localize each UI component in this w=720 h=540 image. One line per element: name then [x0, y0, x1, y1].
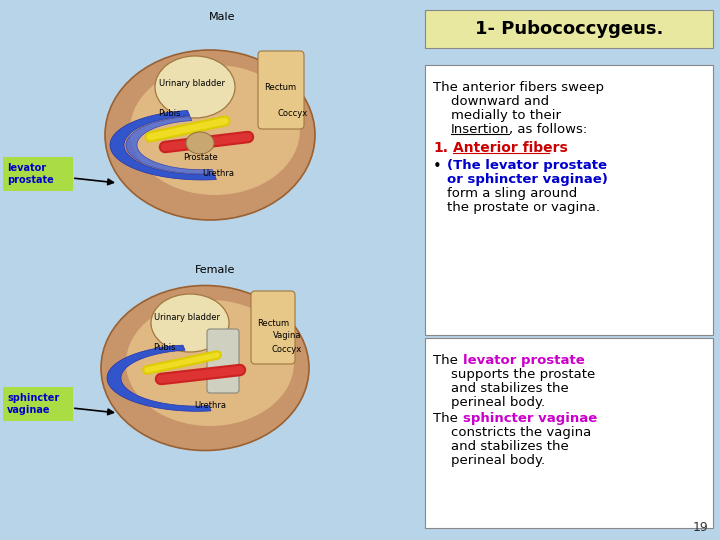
Text: The: The [433, 354, 462, 367]
Text: levator prostate: levator prostate [463, 354, 585, 367]
Ellipse shape [126, 300, 294, 426]
Text: •: • [433, 159, 442, 174]
Text: and stabilizes the: and stabilizes the [451, 382, 569, 395]
Text: Insertion: Insertion [451, 123, 510, 136]
Polygon shape [110, 111, 217, 180]
Ellipse shape [130, 65, 300, 195]
Ellipse shape [105, 50, 315, 220]
Text: Female: Female [195, 265, 235, 275]
Text: Urinary bladder: Urinary bladder [154, 314, 220, 322]
Text: Urethra: Urethra [194, 402, 226, 410]
Ellipse shape [151, 294, 229, 352]
Text: constricts the vagina: constricts the vagina [451, 426, 591, 439]
Text: Rectum: Rectum [264, 83, 296, 91]
Text: medially to their: medially to their [451, 109, 561, 122]
Text: (The levator prostate: (The levator prostate [447, 159, 607, 172]
Text: 1- Pubococcygeus.: 1- Pubococcygeus. [474, 20, 663, 38]
Text: Rectum: Rectum [257, 319, 289, 327]
Text: the prostate or vagina.: the prostate or vagina. [447, 201, 600, 214]
Text: Urethra: Urethra [202, 168, 234, 178]
Text: Vagina: Vagina [273, 332, 302, 341]
Text: Anterior fibers: Anterior fibers [453, 141, 568, 155]
Text: Pubis: Pubis [158, 109, 181, 118]
Text: 1.: 1. [433, 141, 448, 155]
Text: perineal body.: perineal body. [451, 454, 545, 467]
FancyBboxPatch shape [251, 291, 295, 364]
Text: Urinary bladder: Urinary bladder [159, 78, 225, 87]
FancyBboxPatch shape [258, 51, 304, 129]
FancyBboxPatch shape [425, 338, 713, 528]
Text: Male: Male [209, 12, 235, 22]
Text: Coccyx: Coccyx [278, 109, 308, 118]
Ellipse shape [155, 56, 235, 118]
FancyBboxPatch shape [425, 10, 713, 48]
FancyBboxPatch shape [425, 65, 713, 335]
Polygon shape [126, 117, 214, 174]
Text: The anterior fibers sweep: The anterior fibers sweep [433, 81, 604, 94]
Text: levator
prostate: levator prostate [7, 163, 54, 185]
Text: downward and: downward and [451, 95, 549, 108]
Text: Prostate: Prostate [183, 152, 217, 161]
Text: or sphincter vaginae): or sphincter vaginae) [447, 173, 608, 186]
Text: The: The [433, 412, 462, 425]
Text: Pubis: Pubis [153, 343, 176, 353]
Text: supports the prostate: supports the prostate [451, 368, 595, 381]
Ellipse shape [101, 286, 309, 450]
FancyBboxPatch shape [3, 157, 73, 191]
Text: , as follows:: , as follows: [509, 123, 588, 136]
FancyBboxPatch shape [3, 387, 73, 421]
Text: Coccyx: Coccyx [271, 346, 301, 354]
Text: perineal body.: perineal body. [451, 396, 545, 409]
Text: 19: 19 [692, 521, 708, 534]
Text: form a sling around: form a sling around [447, 187, 577, 200]
Ellipse shape [186, 132, 214, 154]
FancyBboxPatch shape [207, 329, 239, 393]
Text: and stabilizes the: and stabilizes the [451, 440, 569, 453]
Text: sphincter vaginae: sphincter vaginae [463, 412, 598, 425]
Polygon shape [107, 345, 211, 411]
Text: sphincter
vaginae: sphincter vaginae [7, 393, 59, 415]
